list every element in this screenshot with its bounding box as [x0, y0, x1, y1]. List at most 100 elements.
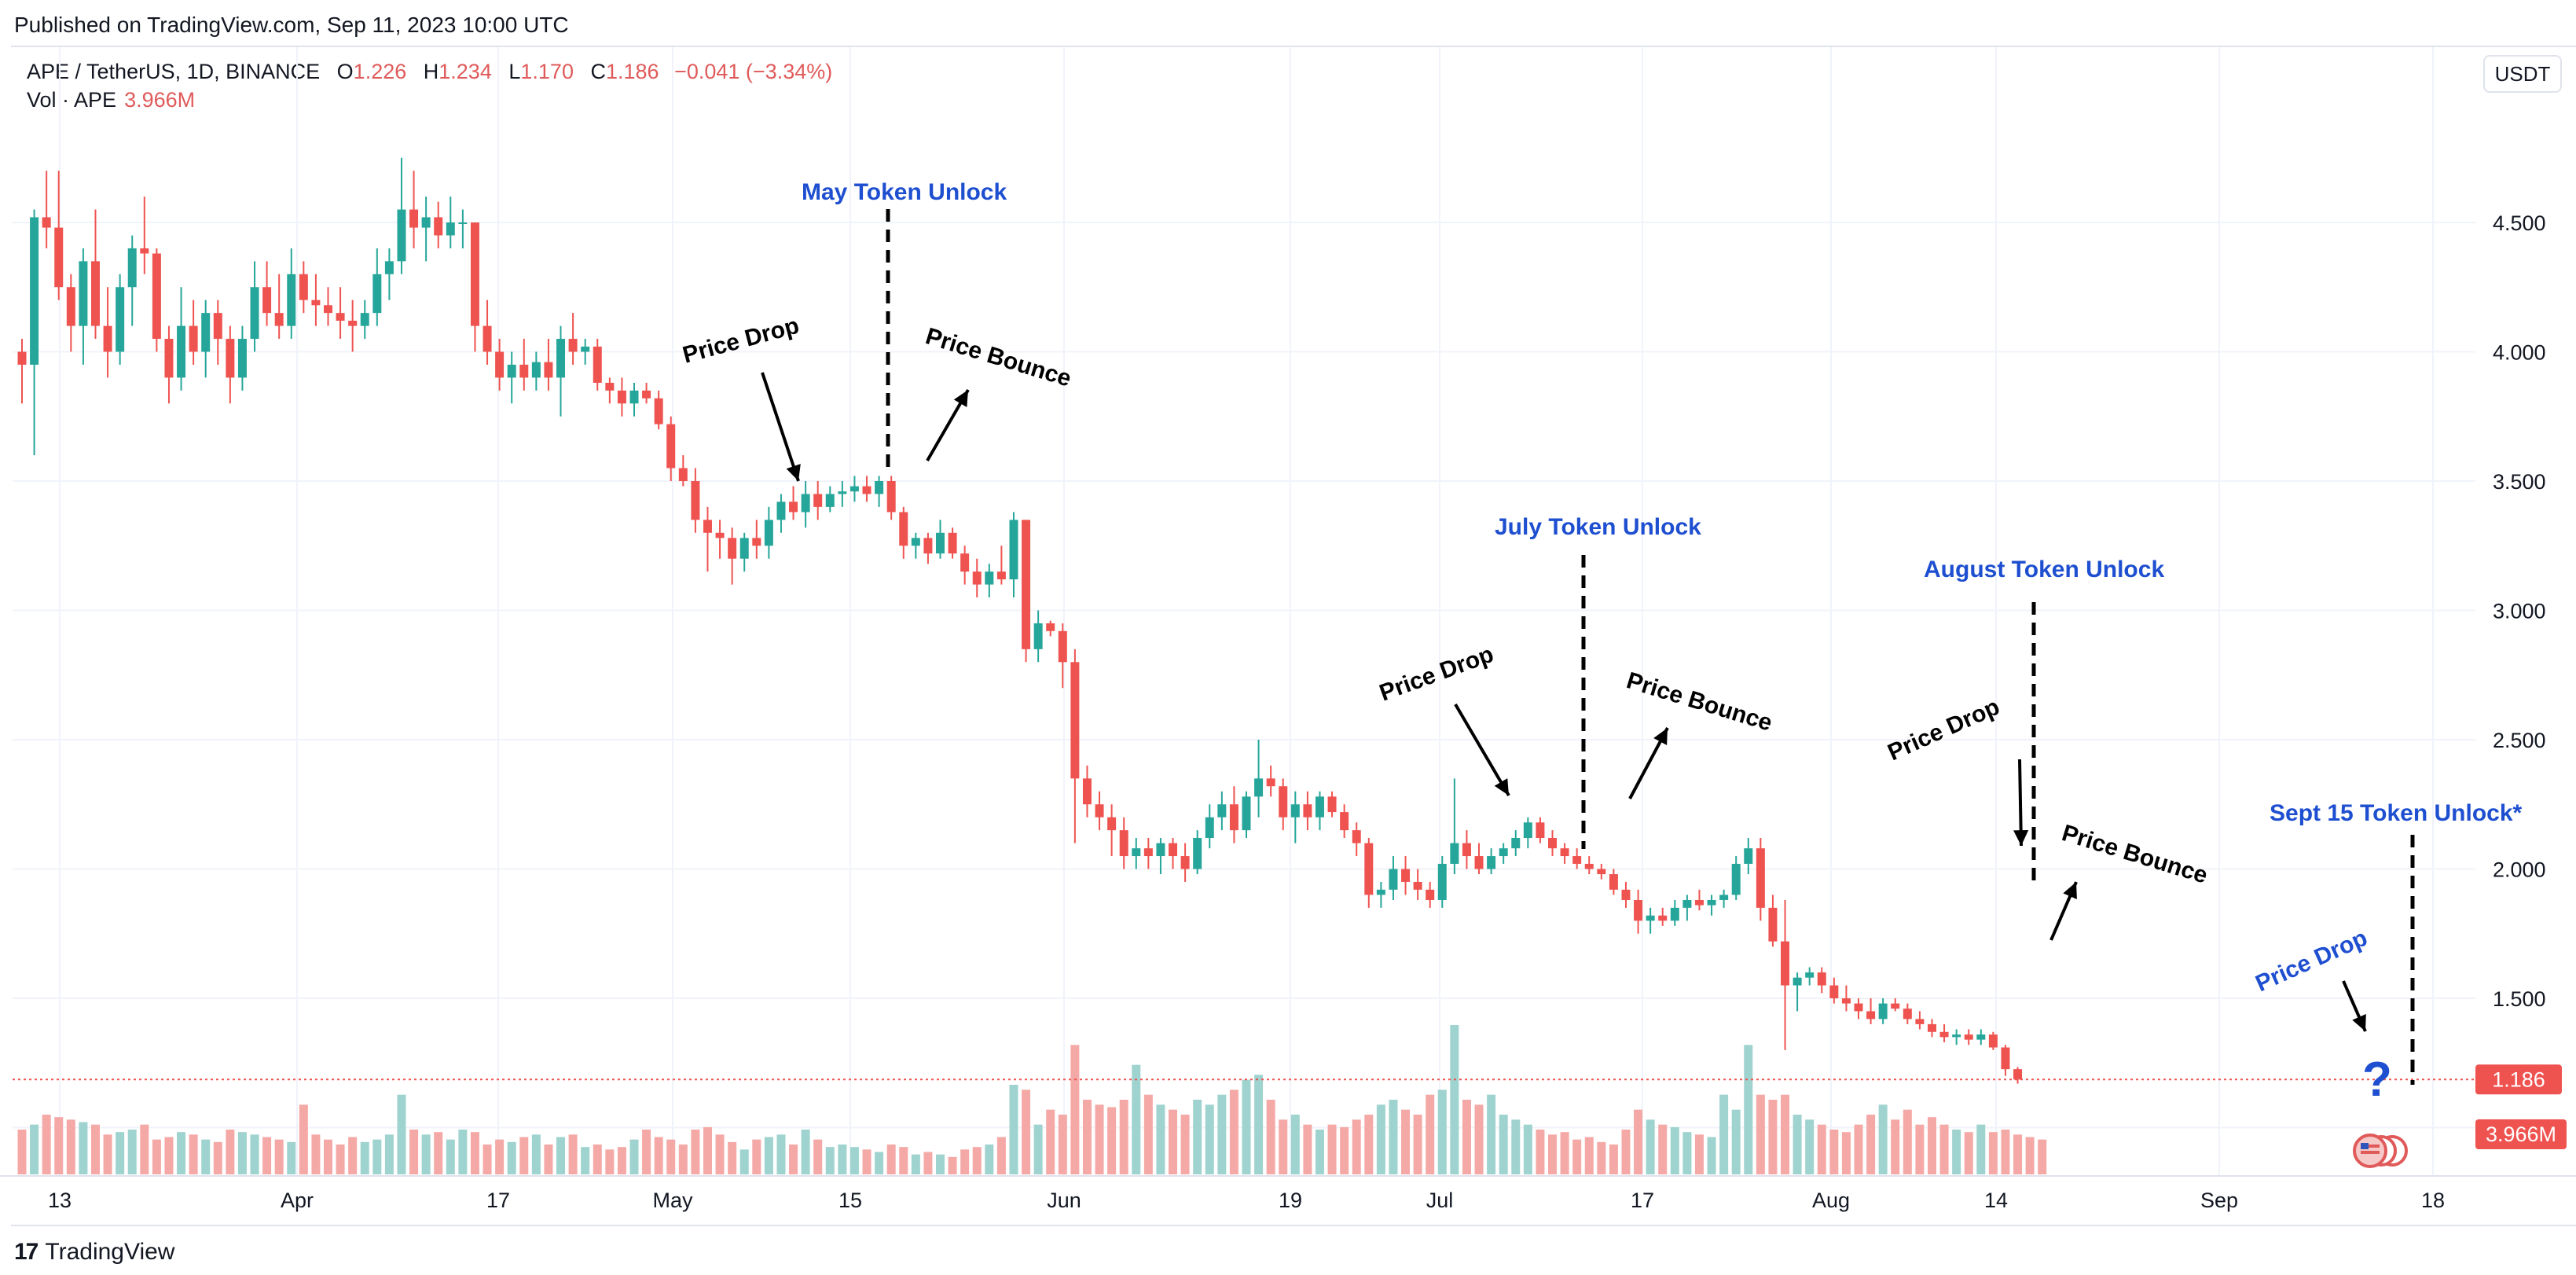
- volume-bar: [1058, 1115, 1067, 1174]
- candle-body: [360, 313, 369, 326]
- tradingview-brand[interactable]: 17 TradingView: [14, 1239, 174, 1266]
- volume-bar: [739, 1149, 749, 1174]
- candle-body: [1523, 822, 1532, 839]
- volume-bar: [237, 1132, 247, 1174]
- candle-body: [1022, 520, 1031, 649]
- volume-bar: [189, 1134, 198, 1174]
- candle-body: [1756, 848, 1765, 908]
- volume-bar: [1119, 1100, 1128, 1174]
- candle-body: [739, 538, 749, 559]
- close-value: 1.186: [605, 60, 659, 83]
- candle-body: [886, 481, 896, 513]
- candle-body: [1866, 1011, 1876, 1020]
- candle-body: [1719, 895, 1729, 900]
- candle-body: [1107, 817, 1117, 831]
- volume-bar: [274, 1139, 284, 1174]
- volume-bar: [1841, 1132, 1851, 1174]
- volume-bar: [1805, 1119, 1815, 1174]
- bounce-arrow-1: [926, 388, 970, 462]
- volume-bar: [691, 1130, 700, 1174]
- volume-bar: [409, 1130, 419, 1174]
- candle-body: [507, 364, 516, 378]
- volume-bar: [1217, 1094, 1227, 1174]
- candle-body: [1229, 804, 1238, 831]
- volume-bar: [531, 1134, 541, 1174]
- candle-body: [1352, 830, 1361, 843]
- volume-bar: [348, 1137, 358, 1174]
- candle-body: [948, 532, 957, 554]
- candle-body: [1070, 662, 1080, 779]
- volume-bar: [1132, 1064, 1141, 1174]
- candle-body: [1584, 863, 1594, 869]
- volume-bar: [642, 1130, 651, 1174]
- currency-button[interactable]: USDT: [2483, 55, 2562, 93]
- candle-body: [1976, 1034, 1986, 1040]
- last-volume-text: 3.966M: [2486, 1123, 2556, 1146]
- symbol-legend[interactable]: APE / TetherUS, 1D, BINANCE O1.226 H1.23…: [27, 60, 832, 84]
- candle-body: [1205, 817, 1214, 839]
- volume-bar: [1952, 1130, 1961, 1174]
- volume-bar: [1744, 1045, 1753, 1174]
- volume-bar: [936, 1154, 945, 1174]
- candle-body: [30, 217, 39, 365]
- volume-bar: [1768, 1100, 1778, 1174]
- candle-body: [226, 339, 235, 378]
- candle-body: [825, 494, 835, 507]
- candle-body: [568, 339, 578, 352]
- volume-bar: [1658, 1124, 1668, 1174]
- candle-body: [642, 390, 651, 399]
- volume-bar: [972, 1147, 982, 1174]
- candle-body: [1878, 1003, 1888, 1020]
- candle-body: [1156, 843, 1165, 857]
- candle-body: [262, 287, 272, 314]
- candle-body: [434, 217, 443, 236]
- candle-body: [813, 494, 823, 507]
- volume-bar: [678, 1145, 688, 1174]
- volume-bar: [1707, 1137, 1716, 1174]
- x-tick-label: 18: [2421, 1189, 2445, 1212]
- candle-body: [764, 520, 773, 546]
- x-tick-label: Sep: [2200, 1189, 2238, 1212]
- volume-bar: [1082, 1100, 1092, 1174]
- candle-body: [1487, 856, 1496, 869]
- candle-body: [1841, 998, 1851, 1004]
- events-flag-icon[interactable]: [2353, 1134, 2408, 1168]
- volume-bar: [1793, 1115, 1802, 1174]
- volume-bar: [519, 1137, 529, 1174]
- volume-legend[interactable]: Vol · APE 3.966M: [27, 88, 195, 112]
- candle-body: [287, 274, 296, 326]
- candle-body: [177, 325, 186, 378]
- change-value: −0.041 (−3.34%): [674, 60, 833, 83]
- volume-bar: [1621, 1130, 1631, 1174]
- y-tick-label: 2.000: [2493, 858, 2546, 882]
- volume-bar: [764, 1137, 773, 1174]
- volume-bar: [397, 1094, 406, 1174]
- volume-bar: [140, 1124, 149, 1174]
- volume-bar: [507, 1141, 516, 1174]
- candle-body: [703, 520, 712, 533]
- volume-bar: [1646, 1119, 1655, 1174]
- candle-body: [666, 424, 676, 468]
- volume-bar: [152, 1139, 161, 1174]
- low-value: 1.170: [520, 60, 574, 83]
- y-tick-label: 3.000: [2493, 600, 2546, 623]
- published-caption: Published on TradingView.com, Sep 11, 20…: [14, 13, 569, 37]
- candle-body: [1988, 1034, 1998, 1048]
- candle-body: [1891, 1003, 1900, 1009]
- volume-bar: [495, 1139, 505, 1174]
- question-mark: ?: [2362, 1053, 2392, 1107]
- volume-bar: [1891, 1119, 1900, 1174]
- open-label: O: [336, 60, 354, 83]
- volume-bar: [54, 1117, 64, 1174]
- volume-bar: [948, 1156, 957, 1174]
- candle-body: [397, 209, 406, 262]
- volume-bar: [1462, 1100, 1471, 1174]
- candle-body: [1658, 915, 1668, 921]
- candle-body: [776, 502, 786, 520]
- candle-body: [1169, 843, 1178, 857]
- volume-bar: [1536, 1130, 1545, 1174]
- volume-bar: [2013, 1134, 2023, 1174]
- candle-body: [1621, 889, 1631, 900]
- volume-bar: [1927, 1117, 1936, 1174]
